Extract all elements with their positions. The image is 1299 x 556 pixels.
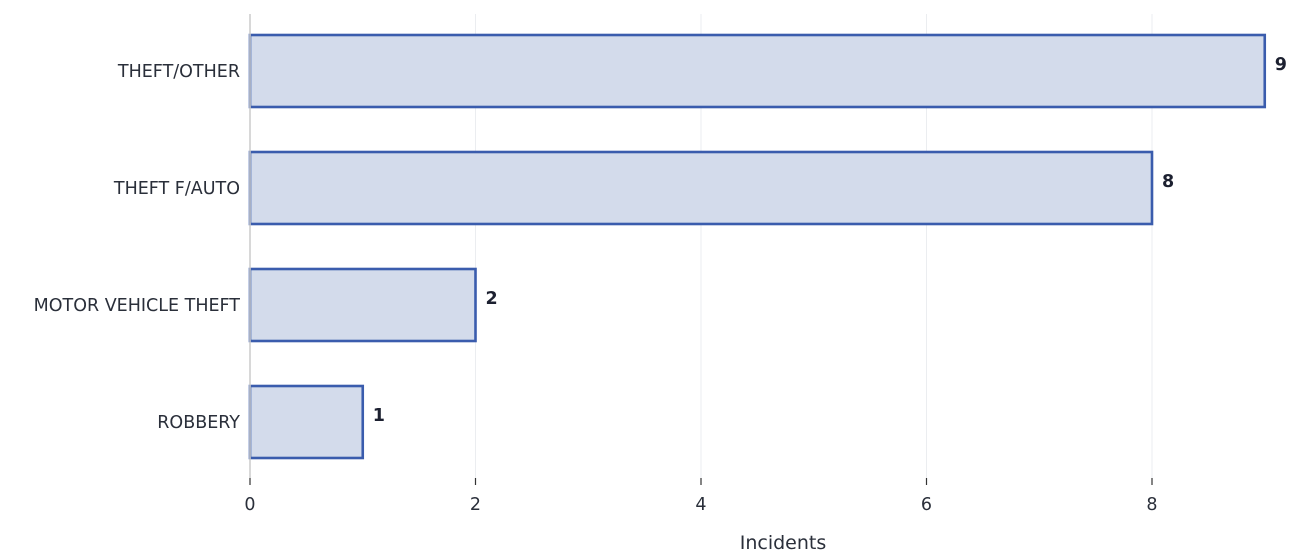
x-axis-title: Incidents bbox=[740, 532, 827, 554]
category-label: THEFT F/AUTO bbox=[113, 179, 240, 199]
labels: 0 2 4 6 8 THEFT/OTHER 9 THEFT F/AUTO 8 MOTOR VEHI… bbox=[34, 55, 1287, 515]
bar bbox=[248, 150, 1154, 226]
x-tick-label: 2 bbox=[470, 495, 481, 515]
bar-value-label: 8 bbox=[1162, 172, 1174, 192]
x-tick-label: 4 bbox=[695, 495, 706, 515]
x-tick-label: 0 bbox=[244, 495, 255, 515]
bar bbox=[248, 267, 477, 343]
bar bbox=[248, 33, 1267, 109]
category-label: MOTOR VEHICLE THEFT bbox=[34, 296, 241, 316]
category-label: THEFT/OTHER bbox=[117, 62, 240, 82]
bar bbox=[248, 384, 365, 460]
category-label: ROBBERY bbox=[157, 413, 240, 433]
axes bbox=[249, 14, 1153, 485]
x-tick-label: 6 bbox=[921, 495, 932, 515]
bar-value-label: 9 bbox=[1275, 55, 1287, 75]
x-tick-label: 8 bbox=[1146, 495, 1157, 515]
bars bbox=[248, 33, 1267, 460]
bar-value-label: 2 bbox=[486, 289, 498, 309]
bar-value-label: 1 bbox=[373, 406, 385, 426]
